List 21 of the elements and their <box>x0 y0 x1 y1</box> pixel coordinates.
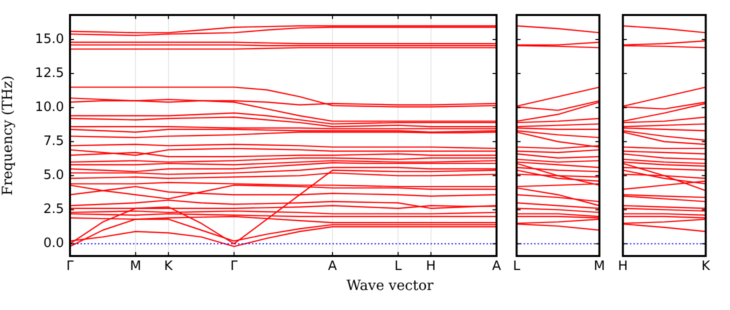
x-tick-label: A <box>328 259 338 274</box>
y-tick-label: 10.0 <box>35 100 64 115</box>
x-axis-title: Wave vector <box>346 278 434 294</box>
x-tick-label: K <box>701 259 710 274</box>
y-tick-label: 0.0 <box>43 236 64 252</box>
x-tick-label: A <box>492 259 502 274</box>
y-axis-title: Frequency (THz) <box>0 75 16 196</box>
y-tick-label: 5.0 <box>43 168 64 184</box>
x-tick-label: H <box>426 259 436 274</box>
x-tick-label: M <box>130 259 142 274</box>
y-tick-label: 15.0 <box>35 32 64 47</box>
x-tick-label: K <box>164 259 174 274</box>
x-tick-label: Γ <box>66 259 74 274</box>
y-tick-label: 12.5 <box>35 66 64 81</box>
x-tick-label: Γ <box>230 259 238 274</box>
x-tick-label: H <box>618 259 628 274</box>
x-tick-label: L <box>394 259 402 274</box>
y-tick-label: 2.5 <box>43 202 64 218</box>
x-tick-label: M <box>594 259 605 274</box>
x-tick-label: L <box>512 259 521 274</box>
y-tick-label: 7.5 <box>43 134 64 149</box>
